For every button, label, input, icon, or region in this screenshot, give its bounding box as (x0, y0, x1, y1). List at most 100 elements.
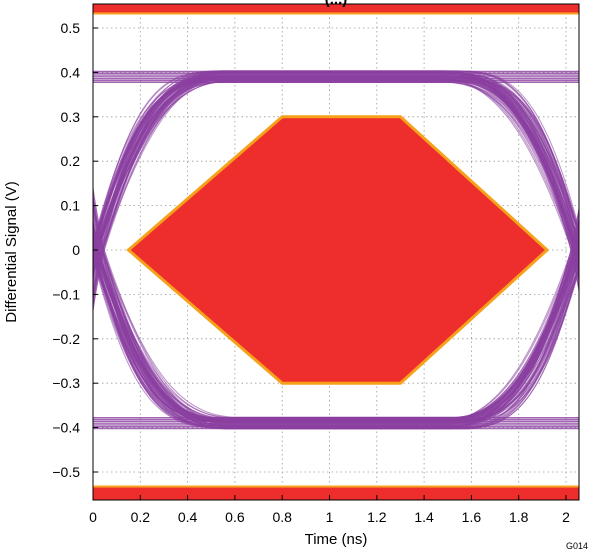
eye-trace-edge (93, 74, 102, 420)
eye-trace-edge (578, 80, 579, 429)
y-tick-label: −0.3 (52, 375, 80, 391)
y-tick: −0.4 (52, 420, 98, 436)
y-tick: 0.1 (61, 198, 98, 214)
x-tick-label: 1.8 (509, 509, 529, 525)
x-tick-label: 2 (562, 509, 570, 525)
y-tick: −0.2 (52, 331, 98, 347)
limit-bands (93, 4, 579, 500)
y-tick: −0.1 (52, 286, 98, 302)
y-tick: 0 (72, 242, 98, 258)
y-tick: 0.4 (61, 64, 98, 80)
eye-trace-edge (578, 71, 579, 420)
eye-trace-edge (578, 78, 579, 422)
x-tick: 1.4 (414, 495, 434, 525)
eye-trace-edge (572, 71, 579, 422)
y-tick-label: −0.2 (52, 331, 80, 347)
x-tick: 1 (326, 495, 334, 525)
eye-trace-edge (578, 73, 579, 422)
x-tick: 0 (89, 495, 97, 525)
x-tick: 1.2 (367, 495, 387, 525)
x-tick-label: 0.6 (225, 509, 245, 525)
x-tick: 1.6 (462, 495, 482, 525)
eye-trace-edge (577, 76, 579, 428)
figure-code: G014 (566, 541, 588, 551)
eye-trace-edge (577, 76, 579, 418)
eye-trace (102, 75, 579, 424)
y-tick-label: −0.1 (52, 286, 80, 302)
y-tick: 0.2 (61, 153, 98, 169)
y-tick-label: −0.5 (52, 464, 80, 480)
x-tick: 0.8 (272, 495, 292, 525)
eye-trace-edge (93, 81, 95, 422)
eye-trace-edge (578, 71, 579, 429)
eye-trace-edge (93, 72, 101, 428)
plot-frame (92, 3, 580, 501)
y-tick: 0.3 (61, 109, 98, 125)
y-tick-label: 0 (72, 242, 80, 258)
upper-limit-band (93, 4, 579, 13)
eye-trace-edge (578, 81, 579, 429)
eye-trace-edge (578, 76, 579, 419)
eye-trace-edge (577, 79, 579, 421)
eye-trace-edge (578, 80, 579, 426)
x-tick-label: 1 (326, 509, 334, 525)
y-tick: −0.5 (52, 464, 98, 480)
eye-mask (126, 115, 550, 385)
eye-trace-edge (578, 73, 579, 427)
y-axis-title: Differential Signal (V) (3, 181, 20, 322)
y-tick-label: 0.3 (61, 109, 81, 125)
eye-trace-edge (93, 72, 104, 418)
x-tick-label: 0.8 (272, 509, 292, 525)
y-tick-label: 0.5 (61, 20, 81, 36)
x-tick-label: 0 (89, 509, 97, 525)
eye-trace-edge (578, 78, 579, 421)
eye-trace-edge (574, 79, 579, 418)
eye-trace-edge (93, 78, 96, 422)
eye-trace-edge (578, 72, 579, 418)
eye-trace-edge (578, 78, 579, 422)
eye-trace-edge (93, 77, 100, 420)
eye-trace-edge (578, 80, 579, 426)
eye-mask-polygon (126, 115, 550, 385)
x-tick: 0.2 (131, 495, 151, 525)
y-tick: 0.5 (61, 20, 98, 36)
eye-trace-edge (578, 79, 579, 429)
x-tick-label: 0.2 (131, 509, 151, 525)
eye-trace-edge (93, 76, 95, 423)
eye-trace-edge (578, 78, 579, 428)
eye-trace-edge (93, 79, 96, 425)
x-tick-label: 1.2 (367, 509, 387, 525)
eye-trace-edge (578, 71, 579, 418)
eye-trace-edge (578, 76, 579, 422)
chart-title: (...) (325, 0, 348, 8)
eye-trace-edge (93, 80, 96, 426)
eye-trace-edge (577, 74, 579, 420)
x-tick: 0.4 (178, 495, 198, 525)
eye-trace-edge (577, 72, 579, 428)
y-tick-label: 0.2 (61, 153, 81, 169)
eye-trace-edge (578, 71, 579, 422)
eye-trace-edge (93, 76, 104, 424)
eye-trace-edge (578, 76, 579, 424)
eye-trace-edge (578, 71, 579, 427)
eye-trace-edge (570, 70, 579, 424)
x-tick-label: 0.4 (178, 509, 198, 525)
y-tick: −0.3 (52, 375, 98, 391)
x-tick: 0.6 (225, 495, 245, 525)
eye-trace-edge (577, 71, 579, 421)
eye-trace-edge (576, 76, 579, 428)
x-tick: 2 (562, 495, 570, 525)
x-tick-label: 1.6 (462, 509, 482, 525)
y-tick-label: 0.4 (61, 64, 81, 80)
eye-trace-edge (93, 76, 96, 418)
eye-trace-edge (578, 71, 579, 421)
eye-trace-edge (576, 72, 579, 422)
eye-trace-edge (93, 71, 95, 429)
eye-trace-edge (578, 72, 579, 422)
y-tick-label: −0.4 (52, 420, 80, 436)
lower-limit-band (93, 487, 579, 500)
x-axis-title: Time (ns) (305, 531, 368, 548)
x-tick-label: 1.4 (414, 509, 434, 525)
eye-trace (96, 70, 579, 428)
